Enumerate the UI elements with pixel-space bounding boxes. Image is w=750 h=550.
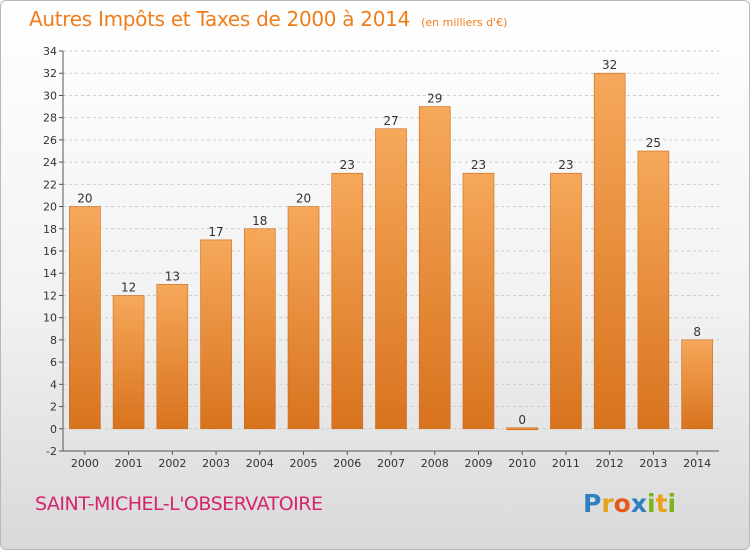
- y-tick-label: 26: [43, 134, 57, 147]
- x-tick-label: 2008: [421, 457, 449, 470]
- x-tick-label: 2007: [377, 457, 405, 470]
- y-tick-label: 18: [43, 223, 57, 236]
- town-name: SAINT-MICHEL-L'OBSERVATOIRE: [35, 493, 323, 515]
- y-tick-label: 8: [50, 334, 57, 347]
- bar-2006: [331, 172, 364, 430]
- bar-2014: [681, 339, 713, 430]
- chart-title: Autres Impôts et Taxes de 2000 à 2014: [29, 7, 410, 31]
- y-tick-label: 6: [50, 356, 57, 369]
- bar-2005: [287, 206, 320, 430]
- bar-2012: [593, 72, 626, 430]
- logo-letter: t: [655, 489, 668, 518]
- bar-2004: [244, 228, 276, 430]
- y-tick-label: 4: [50, 378, 57, 391]
- chart-subtitle: (en milliers d'€): [421, 16, 508, 29]
- bar-2007: [375, 128, 407, 430]
- data-label: 17: [208, 225, 223, 239]
- data-label: 20: [296, 192, 311, 206]
- bar-2000: [69, 206, 101, 430]
- bar-2008: [418, 106, 451, 430]
- data-label: 13: [165, 269, 180, 283]
- bar-2013: [637, 150, 670, 430]
- y-tick-label: 32: [43, 67, 57, 80]
- bar-2009: [462, 172, 495, 430]
- logo-letter: x: [630, 489, 647, 518]
- x-tick-label: 2001: [115, 457, 143, 470]
- x-tick-label: 2010: [508, 457, 536, 470]
- x-tick-label: 2004: [246, 457, 274, 470]
- x-tick-label: 2003: [202, 457, 230, 470]
- data-label: 12: [121, 280, 136, 294]
- bar-2003: [200, 239, 232, 430]
- x-tick-label: 2013: [639, 457, 667, 470]
- y-tick-label: 34: [43, 45, 57, 58]
- y-tick-label: 22: [43, 178, 57, 191]
- logo-letter: i: [667, 489, 677, 518]
- y-tick-label: 10: [43, 312, 57, 325]
- data-label: 20: [77, 192, 92, 206]
- y-tick-label: -2: [46, 445, 57, 458]
- y-tick-label: 20: [43, 201, 57, 214]
- y-tick-label: 12: [43, 289, 57, 302]
- y-tick-label: 14: [43, 267, 57, 280]
- data-label: 27: [383, 114, 398, 128]
- data-label: 25: [646, 136, 661, 150]
- bar-2011: [550, 172, 582, 430]
- data-label: 32: [602, 58, 617, 72]
- logo-letter: r: [601, 489, 614, 518]
- data-label: 18: [252, 214, 267, 228]
- x-tick-label: 2006: [333, 457, 361, 470]
- y-tick-label: 0: [50, 423, 57, 436]
- x-tick-label: 2002: [158, 457, 186, 470]
- logo-letter: P: [583, 489, 602, 518]
- x-tick-label: 2009: [464, 457, 492, 470]
- y-tick-label: 28: [43, 112, 57, 125]
- y-tick-label: 16: [43, 245, 57, 258]
- data-label: 23: [558, 158, 573, 172]
- y-tick-label: 30: [43, 89, 57, 102]
- y-tick-label: 24: [43, 156, 57, 169]
- chart-header: Autres Impôts et Taxes de 2000 à 2014 (e…: [29, 7, 507, 31]
- x-tick-label: 2000: [71, 457, 99, 470]
- bar-2002: [156, 284, 189, 430]
- bar-2001: [112, 295, 145, 430]
- x-tick-label: 2011: [552, 457, 580, 470]
- x-tick-label: 2005: [290, 457, 318, 470]
- data-label: 8: [693, 325, 701, 339]
- logo-letter: i: [647, 489, 656, 518]
- bar-2010: [506, 427, 539, 431]
- logo-letter: o: [613, 489, 631, 518]
- data-label: 23: [471, 158, 486, 172]
- data-label: 23: [340, 158, 355, 172]
- data-label: 0: [518, 413, 526, 427]
- x-tick-label: 2012: [596, 457, 624, 470]
- data-label: 29: [427, 92, 442, 106]
- x-tick-label: 2014: [683, 457, 711, 470]
- proxiti-logo[interactable]: Proxiti: [583, 489, 676, 518]
- y-tick-label: 2: [50, 401, 57, 414]
